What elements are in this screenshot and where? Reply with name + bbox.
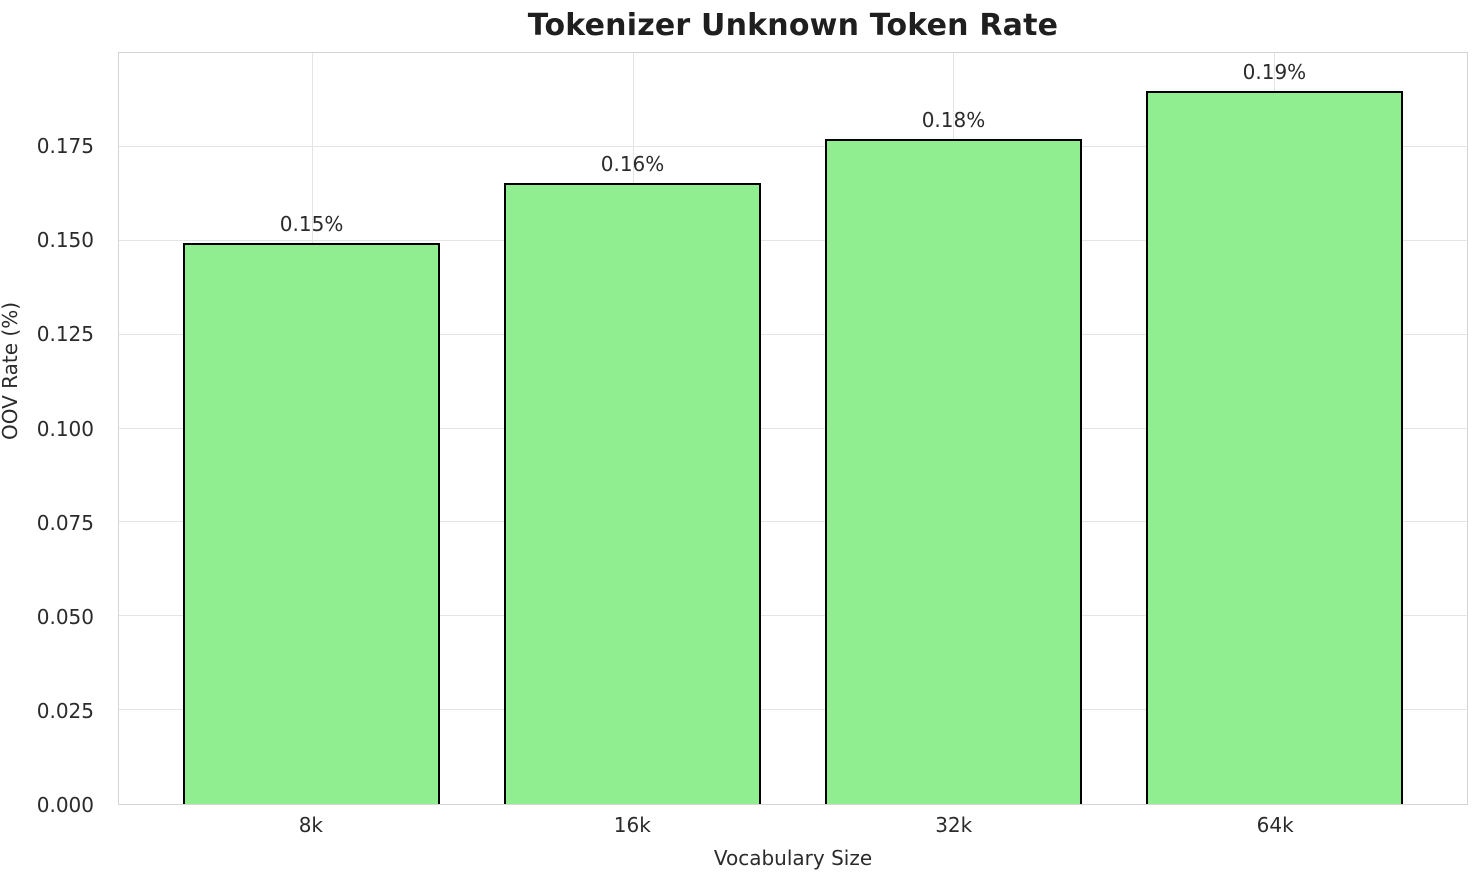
gridline-horizontal — [119, 239, 1467, 241]
y-tick-label: 0.125 — [36, 322, 94, 347]
y-tick-label: 0.025 — [36, 698, 94, 723]
y-tick-label: 0.150 — [36, 228, 94, 253]
x-axis-label: Vocabulary Size — [713, 846, 873, 870]
gridline-horizontal — [119, 709, 1467, 711]
gridline-horizontal — [119, 521, 1467, 523]
bar-value-label: 0.19% — [1242, 59, 1307, 84]
bar-value-label: 0.18% — [921, 108, 986, 133]
bar-64k — [1146, 90, 1403, 804]
gridline-horizontal — [119, 615, 1467, 617]
gridline-horizontal — [119, 427, 1467, 429]
x-tick-label: 16k — [613, 813, 651, 837]
y-axis-label: OOV Rate (%) — [0, 302, 22, 440]
y-tick-label: 0.175 — [36, 134, 94, 159]
bar-16k — [504, 182, 761, 804]
x-tick-label: 32k — [935, 813, 973, 837]
x-tick-label: 64k — [1256, 813, 1294, 837]
y-tick-label: 0.075 — [36, 510, 94, 535]
y-tick-label: 0.000 — [36, 793, 94, 817]
x-axis-tick-labels: 8k 16k 32k 64k — [118, 813, 1468, 839]
y-tick-label: 0.050 — [36, 604, 94, 629]
y-tick-label: 0.100 — [36, 416, 94, 441]
gridline-horizontal — [119, 333, 1467, 335]
bar-32k — [825, 139, 1082, 804]
plot-area: 0.15% 0.16% 0.18% 0.19% — [118, 52, 1468, 805]
bar-value-label: 0.16% — [600, 151, 665, 176]
chart-title: Tokenizer Unknown Token Rate — [527, 8, 1059, 43]
gridline-horizontal — [119, 145, 1467, 147]
bar-value-label: 0.15% — [279, 211, 344, 236]
y-axis-tick-labels: 0.000 0.025 0.050 0.075 0.100 0.125 0.150 0.175 — [0, 52, 106, 817]
x-tick-label: 8k — [298, 813, 323, 837]
bar-8k — [183, 242, 440, 804]
